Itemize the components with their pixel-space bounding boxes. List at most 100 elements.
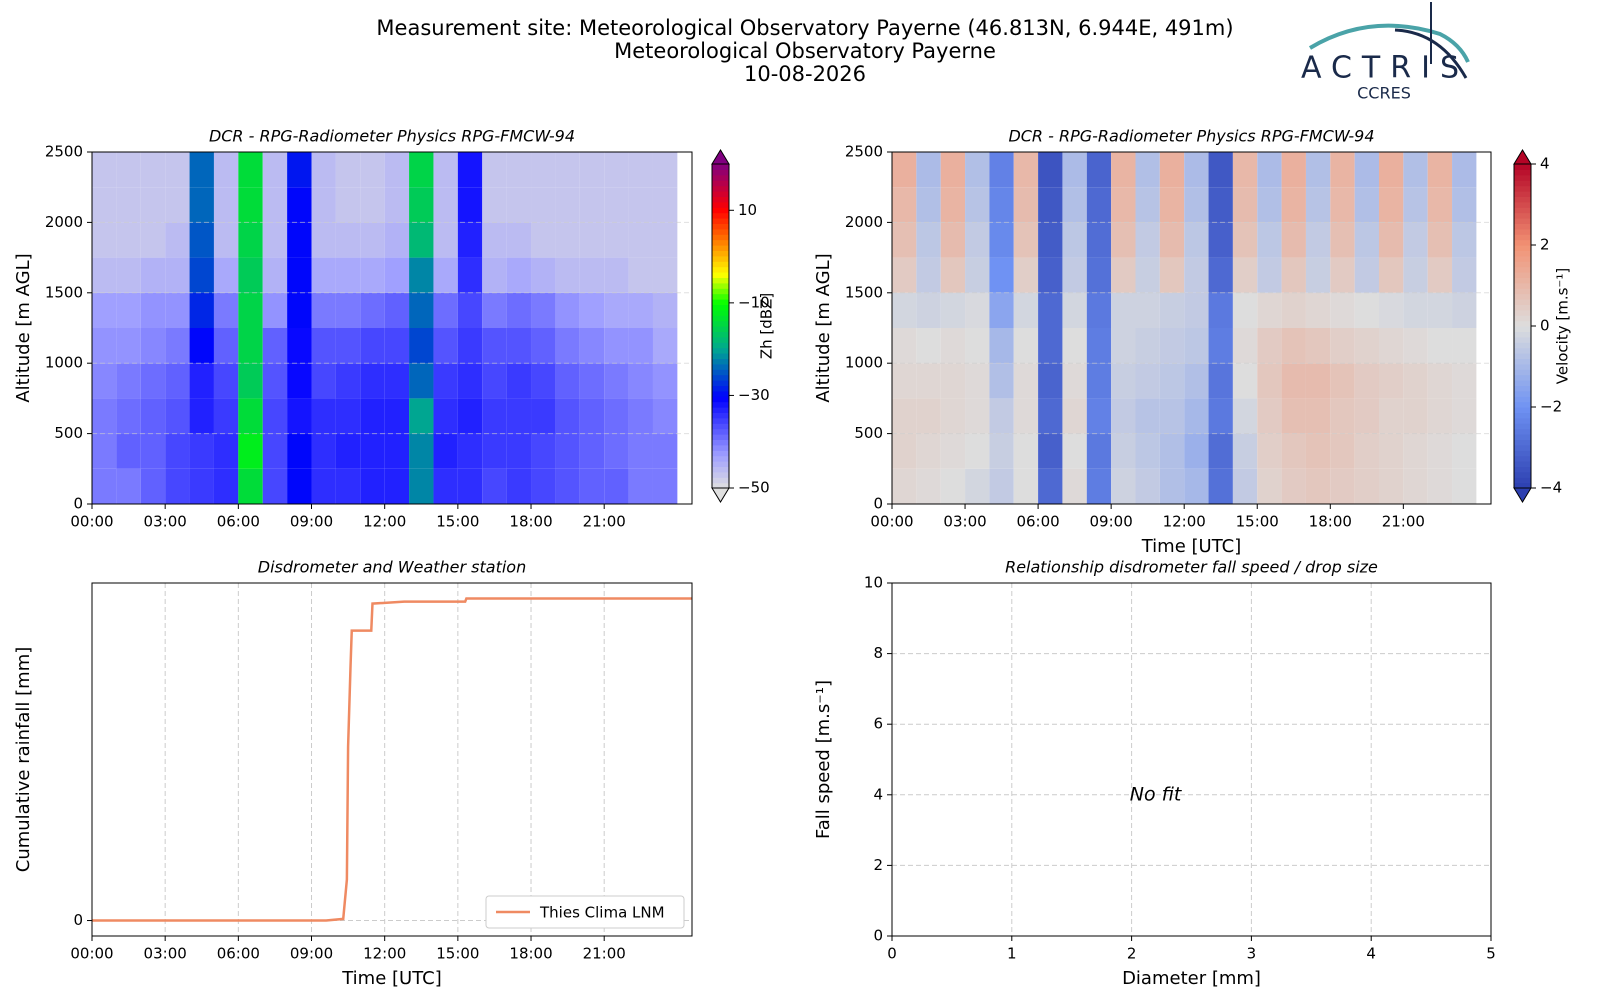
heatmap-cell [384, 328, 410, 364]
heatmap-cell [116, 257, 141, 293]
heatmap-cell [482, 257, 507, 293]
heatmap-cell [1062, 257, 1087, 293]
x-axis-label: Time [UTC] [1141, 536, 1242, 557]
colorbar-extend [711, 487, 730, 503]
heatmap-cell [1378, 152, 1404, 188]
colorbar-step [712, 363, 729, 370]
heatmap-cell [433, 363, 458, 399]
heatmap-cell [238, 257, 263, 293]
heatmap-cell [1330, 187, 1355, 223]
colorbar-step [1514, 288, 1531, 295]
colorbar-step [712, 272, 729, 278]
heatmap-cell [555, 292, 580, 328]
heatmap-cell [531, 152, 556, 188]
heatmap-cell [1208, 363, 1233, 399]
heatmap-cell [1354, 152, 1379, 188]
heatmap-cell [1086, 433, 1112, 469]
colorbar-step [712, 309, 729, 316]
heatmap-cell [940, 257, 966, 293]
heatmap-cell [531, 433, 556, 469]
heatmap-cell [604, 468, 629, 504]
x-tick-label: 09:00 [290, 513, 333, 531]
colorbar-step [712, 353, 729, 359]
heatmap-cell [1232, 398, 1258, 434]
colorbar-step [1514, 320, 1531, 327]
heatmap-cell [1403, 292, 1428, 328]
heatmap-cell [652, 222, 678, 258]
heatmap-cell [311, 257, 336, 293]
heatmap-cell [311, 187, 336, 223]
heatmap-cell [1305, 152, 1331, 188]
colorbar-step [712, 288, 729, 295]
heatmap-cell [238, 363, 263, 399]
y-tick-label: 500 [854, 424, 883, 442]
heatmap-cell [1452, 222, 1477, 258]
colorbar-label: Zh [dBZ] [758, 293, 776, 359]
x-tick-label: 06:00 [1016, 513, 1059, 531]
colorbar-step [712, 385, 729, 392]
heatmap-cell [1452, 433, 1477, 469]
colorbar-step [712, 417, 729, 424]
y-tick-label: 10 [864, 574, 883, 592]
heatmap-cell [92, 152, 117, 188]
heatmap-cell [213, 398, 239, 434]
colorbar-frame [711, 163, 730, 489]
heatmap-cell [1135, 222, 1160, 258]
heatmap-cell [409, 257, 434, 293]
heatmap-cell [965, 468, 990, 504]
colorbar-step [712, 477, 729, 484]
colorbar-step [712, 390, 729, 397]
heatmap-cell [1208, 398, 1233, 434]
plot-frame [91, 582, 693, 937]
heatmap-cell [140, 468, 166, 504]
heatmap-cell [604, 257, 629, 293]
heatmap-cell [92, 363, 117, 399]
heatmap-cell [1232, 292, 1258, 328]
heatmap-cell [506, 292, 532, 328]
heatmap-cell [213, 292, 239, 328]
colorbar-step [1514, 299, 1531, 305]
colorbar-step [712, 218, 729, 224]
heatmap-cell [1086, 363, 1112, 399]
heatmap-cell [92, 187, 117, 223]
heatmap-cell [335, 398, 361, 434]
colorbar-tick-label: 2 [1540, 236, 1550, 254]
heatmap-cell [892, 433, 917, 469]
heatmap-cell [989, 468, 1014, 504]
heatmap-cell [1184, 398, 1209, 434]
colorbar-extend [1513, 149, 1532, 165]
logo-arc [1394, 28, 1468, 79]
heatmap-cell [989, 328, 1014, 364]
heatmap-cell [384, 398, 410, 434]
heatmap-cell [1427, 468, 1453, 504]
heatmap-cell [628, 328, 653, 364]
colorbar-step [1514, 261, 1531, 268]
heatmap-cell [165, 363, 190, 399]
x-tick-label: 0 [887, 945, 897, 963]
heatmap-cell [189, 398, 214, 434]
heatmap-cell [1427, 257, 1453, 293]
heatmap-cell [1062, 468, 1087, 504]
heatmap-cell [531, 363, 556, 399]
heatmap-cell [409, 222, 434, 258]
colorbar-step [1514, 455, 1531, 462]
heatmap-cell [1184, 468, 1209, 504]
heatmap-cell [506, 328, 532, 364]
heatmap-cell [1354, 257, 1379, 293]
heatmap-cell [1305, 257, 1331, 293]
heatmap-cell [1038, 257, 1063, 293]
colorbar-step [1514, 363, 1531, 370]
colorbar-step [712, 369, 729, 376]
heatmap-cell [1354, 433, 1379, 469]
heatmap-cell [140, 292, 166, 328]
colorbar-step [1514, 482, 1531, 489]
x-tick-label: 21:00 [583, 513, 626, 531]
heatmap-cell [1013, 152, 1039, 188]
heatmap-cell [1038, 363, 1063, 399]
y-tick-label: 1000 [45, 354, 83, 372]
x-tick-label: 15:00 [436, 513, 479, 531]
heatmap-cell [628, 257, 653, 293]
heatmap-cell [1403, 433, 1428, 469]
heatmap-cell [604, 363, 629, 399]
heatmap-cell [1330, 257, 1355, 293]
